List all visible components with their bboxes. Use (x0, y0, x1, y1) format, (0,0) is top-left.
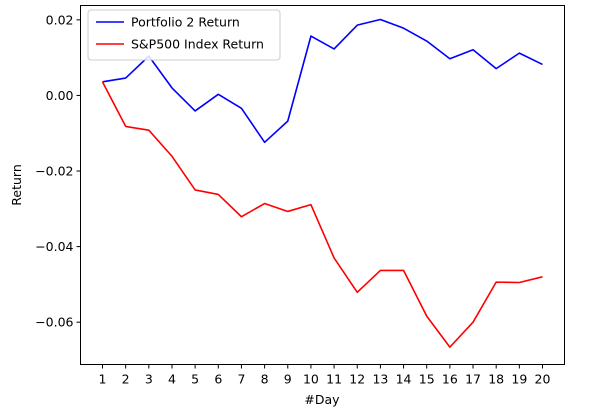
x-axis-label: #Day (304, 392, 340, 407)
x-tick-label: 19 (511, 372, 527, 387)
y-axis-label: Return (9, 164, 24, 205)
x-tick-label: 15 (419, 372, 435, 387)
x-axis: 1 2 3 4 5 6 7 8 9 10 11 12 13 14 15 16 17 18 19 20 (99, 364, 551, 387)
series-layer (101, 18, 543, 348)
x-tick-label: 2 (122, 372, 130, 387)
x-tick-label: 18 (488, 372, 504, 387)
legend-box (87, 9, 281, 61)
x-tick-label: 16 (442, 372, 458, 387)
y-tick-label: −0.04 (35, 239, 73, 254)
y-axis: 0.02 0.00 −0.02 −0.04 −0.06 (35, 12, 81, 330)
x-tick-label: 3 (145, 372, 153, 387)
series-line-sp500 (101, 81, 543, 348)
legend-label-sp500: S&P500 Index Return (131, 37, 264, 52)
y-tick-label: −0.06 (35, 315, 73, 330)
plot-area (80, 5, 565, 365)
x-tick-label: 11 (326, 372, 342, 387)
x-tick-label: 14 (396, 372, 412, 387)
x-tick-label: 4 (168, 372, 176, 387)
series-line-portfolio (102, 18, 543, 144)
x-tick-label: 10 (303, 372, 319, 387)
x-tick-label: 5 (191, 372, 199, 387)
x-tick-label: 17 (465, 372, 481, 387)
axes-frame (80, 5, 565, 365)
y-tick-label: 0.02 (46, 12, 74, 27)
x-tick-label: 12 (349, 372, 365, 387)
y-tick-label: −0.02 (35, 164, 73, 179)
x-tick-label: 1 (99, 372, 107, 387)
x-tick-label: 8 (261, 372, 269, 387)
legend-label-portfolio: Portfolio 2 Return (131, 15, 240, 30)
legend: Portfolio 2 Return S&P500 Index Return (87, 9, 281, 61)
x-tick-label: 9 (284, 372, 292, 387)
x-tick-label: 6 (214, 372, 222, 387)
x-tick-label: 13 (372, 372, 388, 387)
y-tick-label: 0.00 (46, 88, 74, 103)
x-tick-label: 7 (237, 372, 245, 387)
x-tick-label: 20 (535, 372, 551, 387)
